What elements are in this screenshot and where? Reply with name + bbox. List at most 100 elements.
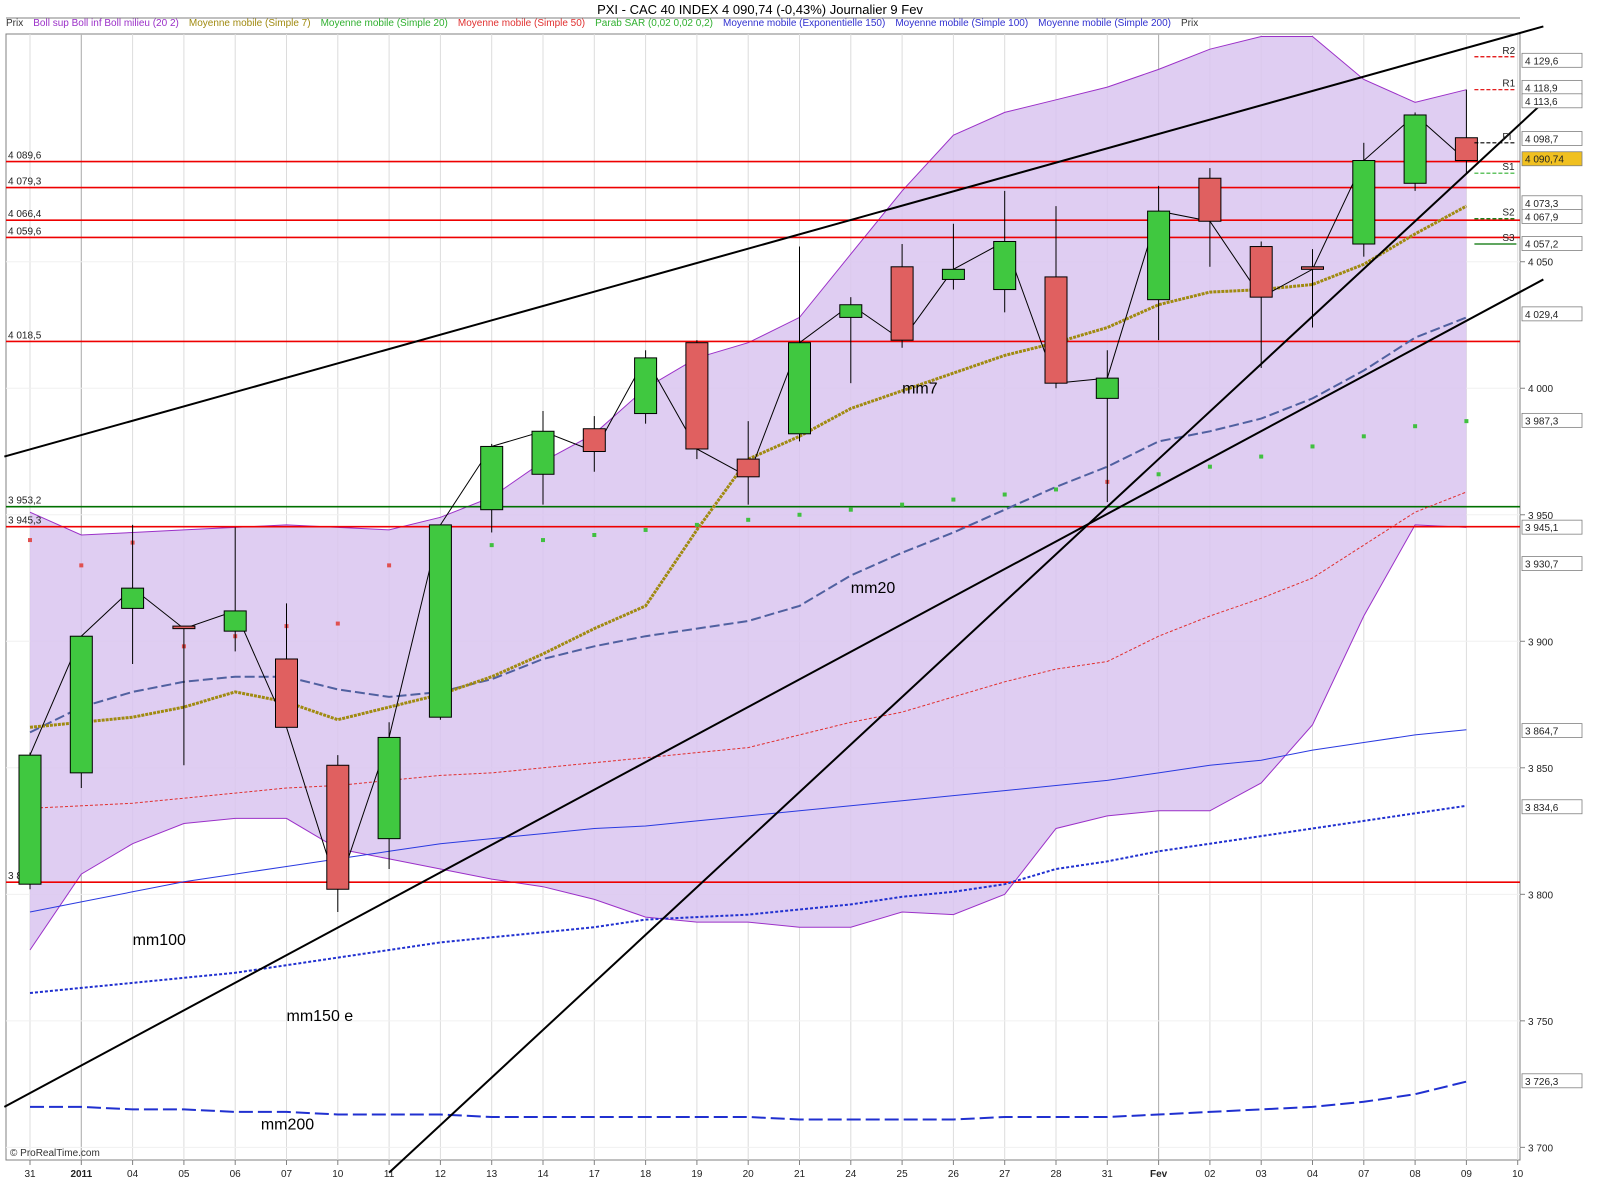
candle — [428, 524, 452, 720]
candle-body — [685, 342, 709, 450]
candle — [788, 246, 811, 442]
right-value-label: 4 057,2 — [1525, 240, 1559, 251]
candle — [1198, 168, 1222, 267]
candle-body — [1454, 137, 1478, 162]
sar-dot — [1054, 487, 1058, 492]
x-tick-label: 20 — [743, 1169, 755, 1180]
chart-legend: Prix Boll sup Boll inf Boll milieu (20 2)… — [6, 18, 1520, 32]
sma50-line — [29, 491, 1467, 809]
candle-body — [736, 458, 760, 478]
candle — [223, 527, 247, 652]
sma200-line — [30, 1080, 1467, 1121]
chart-annotation: mm100 — [133, 932, 186, 949]
chart-annotation: mm20 — [851, 580, 896, 597]
trendline — [388, 101, 1545, 1174]
y-tick-label: 3 800 — [1528, 890, 1553, 901]
chart-annotation: mm200 — [261, 1117, 314, 1134]
candle — [736, 421, 760, 505]
candle-body — [1147, 210, 1171, 301]
candle — [377, 722, 401, 870]
candle — [1403, 112, 1427, 191]
plot-frame — [5, 33, 1521, 1161]
x-tick-label: 11 — [384, 1169, 395, 1180]
candle — [1044, 206, 1068, 389]
candle — [326, 755, 350, 913]
sma7-line — [29, 204, 1468, 729]
sar-dot — [1310, 444, 1315, 449]
candle — [890, 244, 914, 348]
x-tick-label: 08 — [1410, 1169, 1422, 1180]
sar-dot — [592, 533, 597, 538]
x-tick-label: 31 — [24, 1169, 36, 1180]
candle-body — [121, 587, 145, 609]
chart-annotation: mm150 e — [287, 1008, 354, 1025]
chart-title: PXI - CAC 40 INDEX 4 090,74 (-0,43%) Jou… — [597, 2, 923, 17]
candle-body — [582, 428, 606, 453]
legend-entry: Parab SAR (0,02 0,02 0,2) — [595, 18, 713, 29]
sar-dot — [1464, 419, 1469, 424]
candle — [685, 340, 709, 460]
pivot-label: S2 — [1502, 208, 1515, 219]
sar-dot — [1361, 434, 1366, 439]
right-value-box — [1521, 306, 1583, 322]
right-value-box — [1521, 236, 1583, 251]
right-value-box — [1521, 723, 1583, 739]
y-tick-label: 4 000 — [1528, 384, 1553, 395]
candle — [480, 443, 504, 533]
candle — [69, 635, 93, 789]
right-value-label: 3 945,1 — [1525, 523, 1559, 534]
x-tick-label: 31 — [1102, 1169, 1114, 1180]
x-tick-label: 24 — [845, 1169, 857, 1180]
sar-dot — [28, 538, 32, 543]
candle-body — [788, 342, 811, 435]
legend-entry: Moyenne mobile (Simple 100) — [895, 18, 1029, 29]
horizontal-level-label: 4 066,4 — [8, 209, 42, 220]
right-value-label: 4 118,9 — [1525, 83, 1558, 94]
candle — [839, 297, 863, 384]
legend-entry: Boll sup Boll inf Boll milieu (20 2) — [33, 18, 179, 29]
y-tick-label: 3 950 — [1528, 511, 1553, 522]
sar-dot — [1413, 424, 1418, 429]
candle-body — [1095, 377, 1119, 399]
x-tick-label: 17 — [589, 1169, 601, 1180]
horizontal-level-label: 4 079,3 — [8, 177, 42, 188]
sar-dot — [541, 538, 545, 543]
pivot-label: R1 — [1502, 79, 1515, 90]
right-value-box — [1521, 209, 1583, 224]
y-tick-label: 3 700 — [1528, 1143, 1553, 1154]
right-value-box — [1521, 799, 1583, 815]
pivot-label: S3 — [1502, 233, 1515, 244]
right-value-label: 4 090,74 — [1525, 155, 1564, 166]
candle-body — [1044, 276, 1068, 384]
x-tick-label: 02 — [1204, 1169, 1216, 1180]
x-tick-label: 07 — [281, 1169, 293, 1180]
sar-dot — [848, 507, 853, 512]
candle-body — [531, 430, 555, 475]
candle — [18, 752, 42, 890]
right-value-box — [1521, 412, 1583, 428]
right-value-label: 4 067,9 — [1525, 212, 1559, 223]
y-tick-label: 3 750 — [1528, 1017, 1553, 1028]
x-tick-label: 27 — [999, 1169, 1011, 1180]
candle — [941, 223, 965, 290]
right-value-label: 4 073,3 — [1525, 199, 1559, 210]
x-tick-label: 14 — [537, 1169, 549, 1180]
x-tick-label: 10 — [332, 1169, 344, 1180]
legend-entry: Moyenne mobile (Simple 7) — [188, 18, 311, 29]
horizontal-level-label: 4 018,5 — [8, 330, 42, 341]
candle-body — [1198, 177, 1222, 222]
trendline — [4, 25, 1544, 458]
x-tick-label: 09 — [1461, 1169, 1473, 1180]
bollinger-lower-line — [29, 524, 1467, 951]
right-value-label: 4 029,4 — [1525, 310, 1559, 321]
candle — [993, 190, 1017, 313]
right-value-box — [1521, 131, 1583, 146]
candle-body — [480, 445, 504, 511]
trendline — [3, 278, 1544, 1108]
x-tick-label: 26 — [948, 1169, 960, 1180]
x-tick-label: 12 — [435, 1169, 447, 1180]
candle — [1301, 249, 1324, 328]
candle — [1249, 241, 1273, 369]
candle-body — [275, 658, 298, 728]
